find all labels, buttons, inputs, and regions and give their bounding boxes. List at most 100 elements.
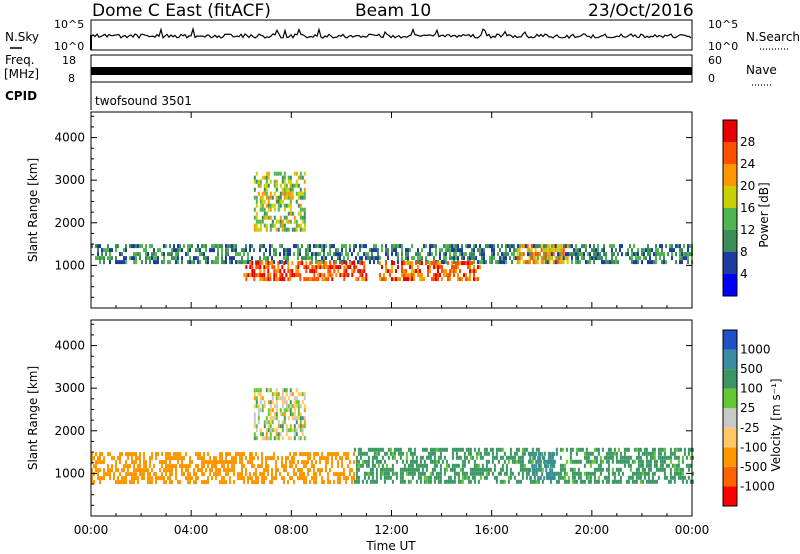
echo-cell: [627, 459, 630, 464]
echo-cell: [437, 261, 439, 266]
echo-cell: [365, 451, 368, 456]
echo-cell: [517, 447, 520, 452]
echo-cell: [99, 244, 101, 249]
echo-cell: [299, 404, 302, 409]
echo-cell: [241, 472, 243, 477]
echo-cell: [631, 479, 634, 484]
colorbar-segment: [723, 447, 737, 467]
echo-cell: [485, 459, 488, 464]
echo-cell: [525, 447, 528, 452]
echo-cell: [530, 248, 533, 253]
echo-cell: [587, 260, 589, 265]
echo-cell: [371, 455, 374, 460]
echo-cell: [615, 260, 617, 265]
echo-cell: [367, 475, 370, 480]
echo-cell: [479, 467, 482, 472]
echo-cell: [557, 256, 559, 261]
echo-cell: [599, 252, 601, 257]
echo-cell: [435, 459, 438, 464]
echo-cell: [283, 248, 285, 253]
echo-cell: [681, 479, 684, 484]
echo-cell: [149, 464, 151, 469]
echo-cell: [585, 244, 587, 249]
echo-cell: [343, 277, 346, 282]
echo-cell: [335, 265, 338, 270]
echo-cell: [546, 244, 549, 249]
echo-cell: [554, 248, 557, 253]
echo-cell: [407, 273, 409, 278]
echo-cell: [345, 265, 348, 270]
y-tick-label: 1000: [54, 466, 85, 480]
echo-cell: [117, 468, 119, 473]
echo-cell: [299, 252, 301, 257]
echo-cell: [417, 260, 419, 265]
echo-cell: [205, 256, 207, 261]
echo-cell: [291, 227, 294, 232]
echo-cell: [595, 455, 598, 460]
echo-cell: [453, 256, 455, 261]
colorbar-tick-label: -100: [740, 440, 767, 454]
echo-cell: [155, 472, 157, 477]
echo-cell: [271, 392, 274, 397]
echo-cell: [528, 260, 531, 265]
echo-cell: [97, 468, 99, 473]
echo-cell: [303, 265, 306, 270]
echo-cell: [556, 244, 559, 249]
echo-cell: [289, 424, 292, 429]
echo-cell: [453, 273, 455, 278]
echo-cell: [323, 277, 326, 282]
echo-cell: [311, 265, 314, 270]
echo-cell: [193, 256, 195, 261]
echo-cell: [283, 207, 286, 212]
echo-cell: [261, 480, 263, 485]
echo-cell: [393, 261, 395, 266]
echo-cell: [499, 447, 502, 452]
echo-cell: [285, 273, 288, 278]
echo-cell: [331, 456, 333, 461]
echo-cell: [439, 455, 442, 460]
echo-cell: [661, 463, 664, 468]
echo-cell: [345, 244, 347, 249]
echo-cell: [189, 260, 191, 265]
echo-cell: [637, 463, 640, 468]
echo-cell: [473, 256, 475, 261]
echo-cell: [267, 207, 270, 212]
echo-cell: [175, 468, 177, 473]
echo-cell: [273, 191, 276, 196]
echo-cell: [281, 179, 284, 184]
echo-cell: [516, 260, 519, 265]
echo-cell: [269, 400, 272, 405]
echo-cell: [269, 456, 271, 461]
echo-cell: [235, 460, 237, 465]
echo-cell: [281, 424, 284, 429]
echo-cell: [529, 476, 532, 481]
echo-cell: [425, 244, 427, 249]
echo-cell: [381, 471, 384, 476]
echo-cell: [679, 260, 681, 265]
echo-cell: [509, 475, 512, 480]
echo-cell: [283, 400, 286, 405]
echo-cell: [589, 256, 591, 261]
echo-cell: [663, 475, 666, 480]
echo-cell: [449, 479, 452, 484]
echo-cell: [397, 451, 400, 456]
echo-cell: [251, 261, 254, 266]
echo-cell: [535, 468, 538, 473]
echo-cell: [289, 388, 292, 393]
echo-cell: [521, 471, 524, 476]
echo-cell: [277, 468, 279, 473]
echo-cell: [655, 252, 657, 257]
echo-cell: [601, 248, 603, 253]
echo-cell: [597, 463, 600, 468]
echo-cell: [275, 199, 278, 204]
echo-cell: [463, 459, 466, 464]
echo-cell: [151, 452, 153, 457]
freq-trace: [91, 67, 692, 75]
echo-cell: [601, 260, 603, 265]
echo-cell: [257, 261, 260, 266]
echo-cell: [463, 451, 466, 456]
echo-cell: [473, 447, 476, 452]
echo-cell: [145, 468, 147, 473]
echo-cell: [617, 252, 619, 257]
echo-cell: [353, 452, 355, 457]
